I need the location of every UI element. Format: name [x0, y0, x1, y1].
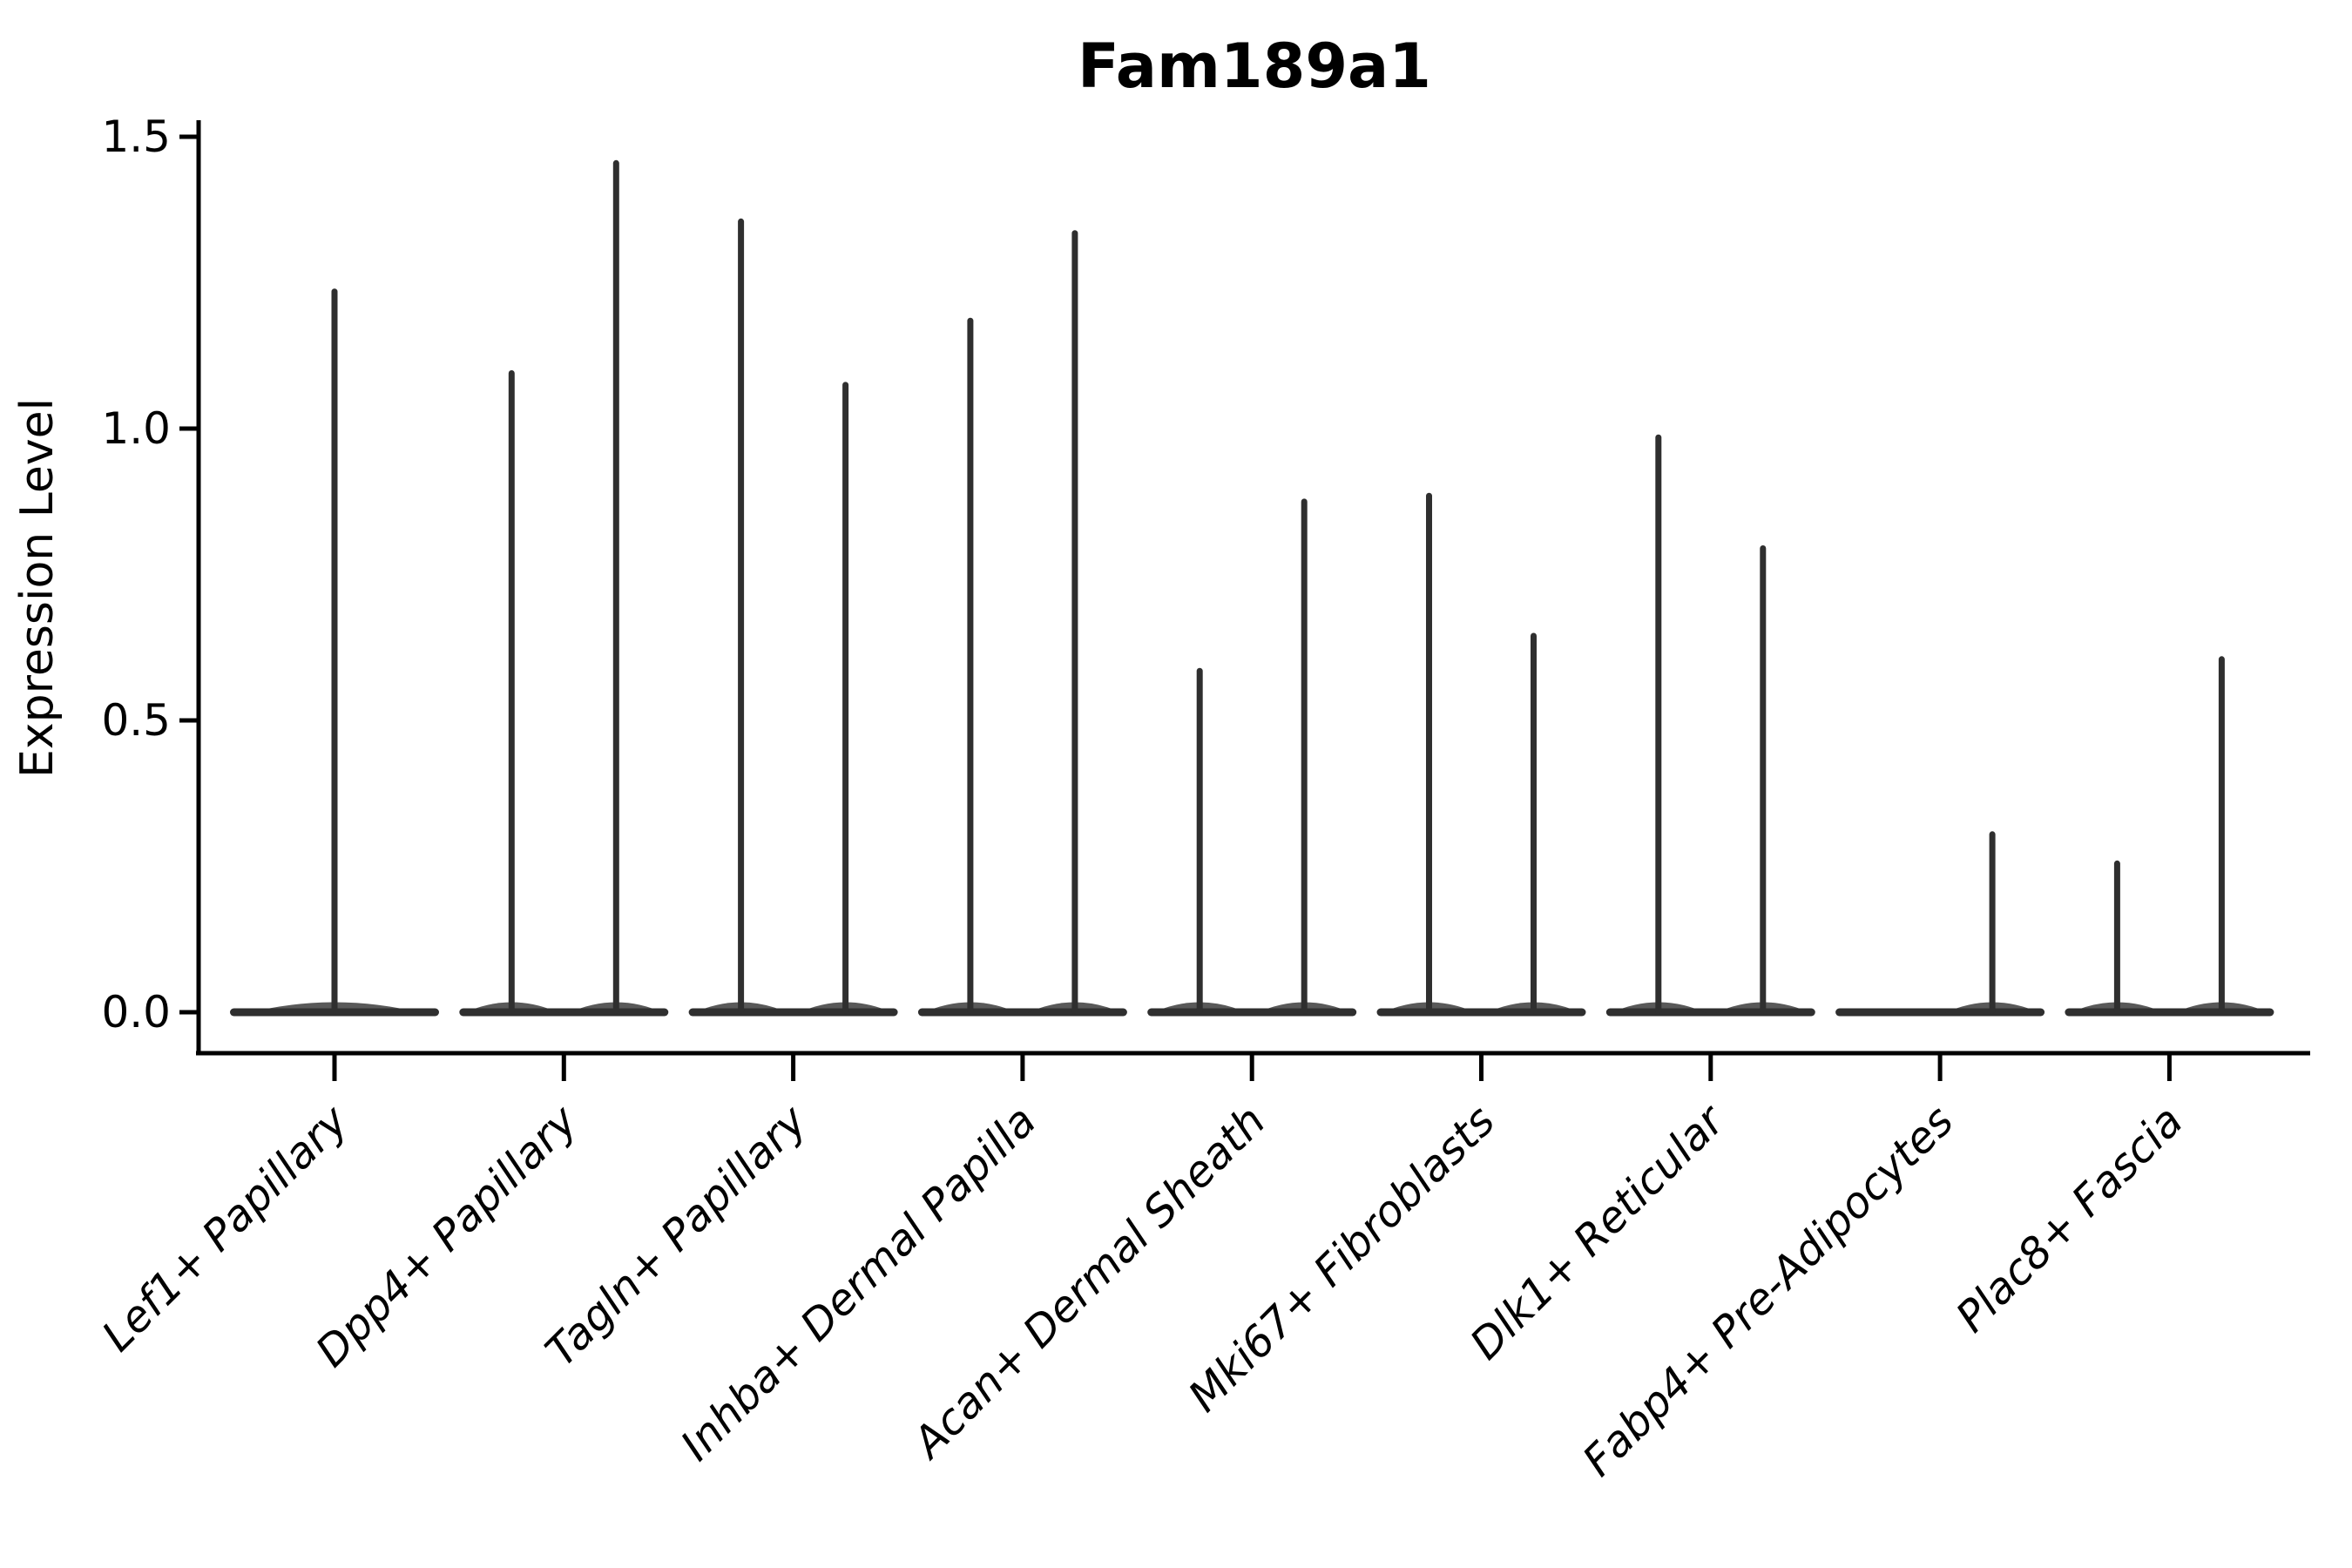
violin-spike: [508, 370, 515, 1014]
violin-spike: [1426, 492, 1432, 1014]
violin-spike: [1655, 434, 1662, 1014]
violin-spike: [1196, 667, 1203, 1014]
y-tick-label: 1.0: [101, 403, 171, 454]
violin-spike: [1760, 545, 1767, 1014]
violin-series: [230, 159, 2274, 1017]
violin-spike: [1301, 498, 1308, 1014]
violin-spike: [331, 288, 338, 1014]
violin-spike: [2218, 656, 2225, 1014]
violin-spike: [967, 317, 974, 1014]
y-axis-label: Expression Level: [11, 398, 64, 778]
violin-spike: [738, 218, 745, 1015]
violin-spike: [612, 159, 619, 1015]
y-tick-labels: 0.0 0.5 1.0 1.5: [101, 112, 171, 1037]
chart-title: Fam189a1: [1078, 30, 1431, 102]
y-tick-label: 0.0: [101, 987, 171, 1037]
axes: [179, 120, 2310, 1081]
violin-spike: [1989, 831, 1996, 1014]
violin-spike: [1071, 230, 1078, 1014]
y-tick-label: 0.5: [101, 695, 171, 746]
violin-spike: [1531, 632, 1537, 1014]
violin-spike: [842, 382, 849, 1014]
y-tick-label: 1.5: [101, 112, 171, 162]
violin-spike: [2113, 860, 2120, 1014]
